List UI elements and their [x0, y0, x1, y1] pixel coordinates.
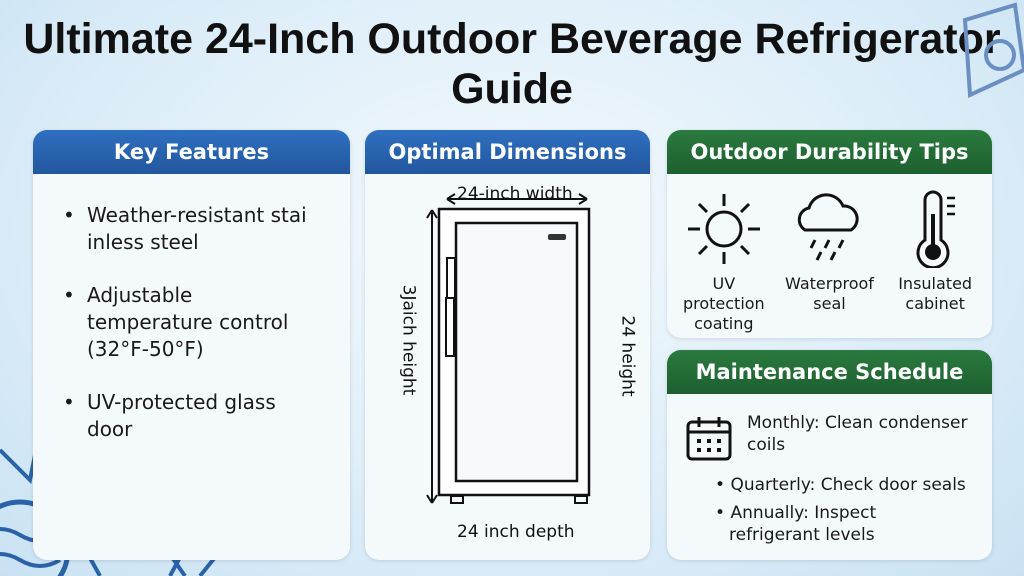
thermometer-icon	[916, 190, 956, 268]
right-height-label: 24 height	[617, 315, 638, 397]
tip-uv: UV protection coating	[674, 190, 774, 334]
feature-item: UV-protected glass door	[63, 389, 323, 443]
feature-item: Weather-resistant stai inless steel	[63, 202, 323, 256]
tip-label: UV protection coating	[682, 274, 765, 333]
maintenance-item-text: Annually: Inspect refrigerant levels	[729, 503, 877, 545]
maintenance-item-text: Quarterly: Check door seals	[730, 475, 966, 495]
maintenance-card: Maintenance Schedule Monthly: Clean cond…	[667, 350, 992, 560]
left-height-label: 3Jaich height	[398, 284, 419, 396]
calendar-icon	[686, 417, 732, 461]
refrigerator-diagram	[426, 193, 591, 504]
tip-label: Insulated cabinet	[898, 274, 973, 313]
maintenance-item: • Quarterly: Check door seals	[715, 475, 966, 495]
maintenance-item: Monthly: Clean condenser coils	[747, 413, 968, 455]
depth-label: 24 inch depth	[457, 522, 575, 542]
durability-card: Outdoor Durability Tips UV protection co…	[667, 130, 992, 338]
feature-item: Adjustable temperature control (32°F-50°…	[63, 282, 323, 363]
tip-insulated: Insulated cabinet	[885, 190, 985, 334]
width-label: 24-inch width	[457, 184, 573, 204]
tip-waterproof: Waterproof seal	[779, 190, 879, 334]
page-title: Ultimate 24-Inch Outdoor Beverage Refrig…	[23, 15, 1001, 113]
rain-cloud-icon	[798, 193, 860, 261]
maintenance-item: • Annually: Inspect refrigerant levels	[715, 503, 877, 545]
sun-icon	[687, 194, 760, 264]
key-features-heading: Key Features	[33, 130, 350, 174]
key-features-card: Key Features Weather-resistant stai inle…	[33, 130, 350, 560]
decorative-tag-icon	[962, 2, 1024, 99]
dimensions-heading: Optimal Dimensions	[365, 130, 650, 174]
maintenance-heading: Maintenance Schedule	[667, 350, 992, 394]
dimensions-card: Optimal Dimensions 24-inch width 3Jaich …	[365, 130, 650, 560]
durability-heading: Outdoor Durability Tips	[667, 130, 992, 174]
tip-label: Waterproof seal	[785, 274, 874, 313]
